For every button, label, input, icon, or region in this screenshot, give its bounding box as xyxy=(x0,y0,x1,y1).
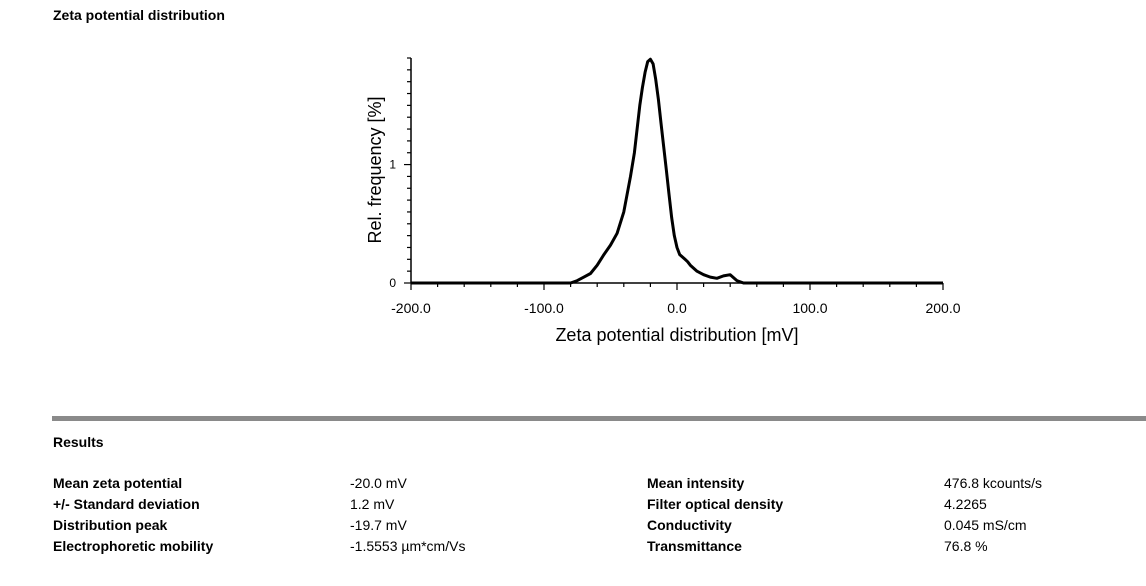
y-tick-label: 0 xyxy=(389,276,396,290)
chart-section-title: Zeta potential distribution xyxy=(53,7,225,23)
result-label: Electrophoretic mobility xyxy=(53,538,214,554)
result-label: Transmittance xyxy=(647,538,742,554)
x-tick-label: -100.0 xyxy=(524,300,564,316)
result-value: -1.5553 µm*cm/Vs xyxy=(350,538,466,554)
result-value: -20.0 mV xyxy=(350,475,407,491)
x-tick-label: 200.0 xyxy=(925,300,960,316)
result-value: 476.8 kcounts/s xyxy=(944,475,1043,491)
zeta-distribution-chart: 0 1 -200.0 -100.0 0.0 100.0 200.0 Zeta potent… xyxy=(365,57,961,345)
y-tick-label: 1 xyxy=(389,158,396,172)
result-value: 0.045 mS/cm xyxy=(944,517,1027,533)
result-label: Mean zeta potential xyxy=(53,475,183,491)
result-label: Conductivity xyxy=(647,517,732,533)
x-tick-label: -200.0 xyxy=(391,300,431,316)
result-label: Distribution peak xyxy=(53,517,168,533)
result-label: Mean intensity xyxy=(647,475,745,491)
series-line xyxy=(411,57,943,285)
result-label: +/- Standard deviation xyxy=(53,496,200,512)
result-value: -19.7 mV xyxy=(350,517,407,533)
result-value: 76.8 % xyxy=(944,538,988,554)
result-value: 4.2265 xyxy=(944,496,987,512)
x-tick-label: 0.0 xyxy=(667,300,687,316)
result-label: Filter optical density xyxy=(647,496,784,512)
section-divider xyxy=(52,416,1146,421)
x-axis-title: Zeta potential distribution [mV] xyxy=(555,325,798,345)
result-value: 1.2 mV xyxy=(350,496,395,512)
results-section-title: Results xyxy=(53,434,104,450)
x-tick-label: 100.0 xyxy=(792,300,827,316)
y-axis-title: Rel. frequency [%] xyxy=(365,96,385,243)
